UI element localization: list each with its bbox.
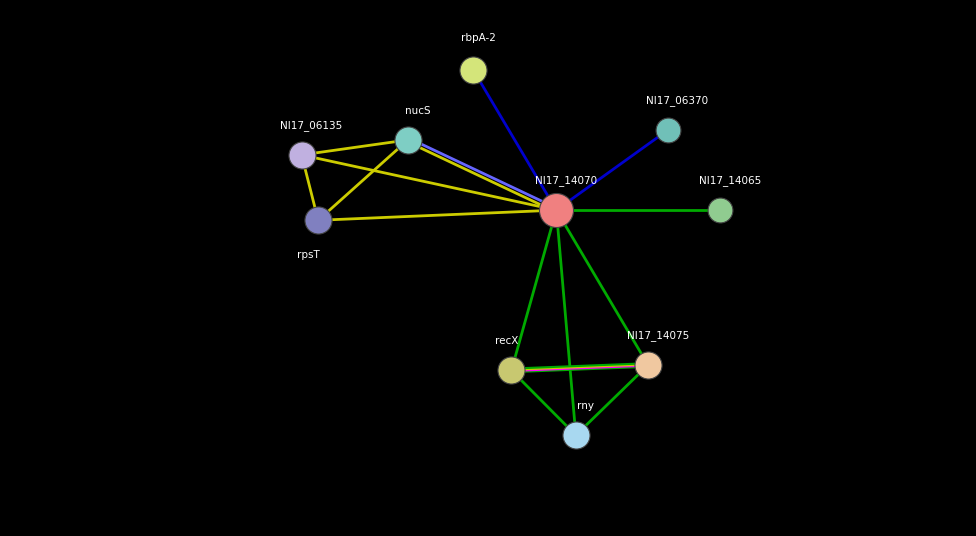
Text: NI17_06370: NI17_06370 bbox=[646, 95, 709, 106]
Point bbox=[504, 366, 519, 375]
Text: recX: recX bbox=[495, 336, 518, 346]
Text: NI17_14075: NI17_14075 bbox=[627, 330, 689, 341]
Point bbox=[712, 206, 728, 214]
Point bbox=[466, 66, 481, 75]
Point bbox=[310, 216, 326, 225]
Point bbox=[640, 361, 656, 369]
Text: rny: rny bbox=[577, 401, 594, 411]
Text: rbpA-2: rbpA-2 bbox=[461, 33, 496, 43]
Text: NI17_14070: NI17_14070 bbox=[535, 175, 597, 186]
Text: nucS: nucS bbox=[405, 106, 430, 116]
Text: rpsT: rpsT bbox=[297, 250, 320, 260]
Point bbox=[568, 431, 584, 440]
Point bbox=[549, 206, 564, 214]
Point bbox=[400, 136, 416, 144]
Text: NI17_14065: NI17_14065 bbox=[699, 175, 761, 186]
Point bbox=[294, 151, 309, 159]
Point bbox=[660, 126, 675, 135]
Text: NI17_06135: NI17_06135 bbox=[280, 120, 343, 131]
